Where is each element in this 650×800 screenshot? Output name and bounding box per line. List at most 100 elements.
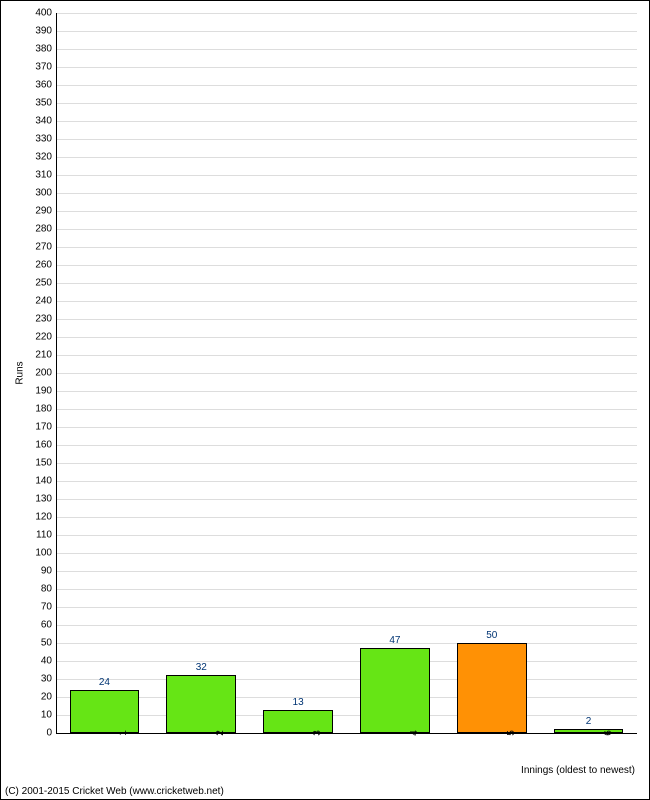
gridline <box>56 445 637 446</box>
gridline <box>56 229 637 230</box>
y-tick-label: 30 <box>41 674 56 685</box>
y-tick-label: 380 <box>35 44 56 55</box>
gridline <box>56 121 637 122</box>
bar-value-label: 24 <box>99 677 110 688</box>
bar <box>70 690 140 733</box>
y-axis-line <box>56 13 57 733</box>
y-tick-label: 340 <box>35 116 56 127</box>
y-tick-label: 40 <box>41 656 56 667</box>
gridline <box>56 535 637 536</box>
y-tick-label: 270 <box>35 242 56 253</box>
gridline <box>56 517 637 518</box>
y-tick-label: 310 <box>35 170 56 181</box>
gridline <box>56 571 637 572</box>
y-tick-label: 50 <box>41 638 56 649</box>
gridline <box>56 157 637 158</box>
y-tick-label: 140 <box>35 476 56 487</box>
y-tick-label: 20 <box>41 692 56 703</box>
y-tick-label: 60 <box>41 620 56 631</box>
y-tick-label: 330 <box>35 134 56 145</box>
y-tick-label: 0 <box>46 728 56 739</box>
gridline <box>56 265 637 266</box>
y-tick-label: 190 <box>35 386 56 397</box>
y-tick-label: 160 <box>35 440 56 451</box>
gridline <box>56 679 637 680</box>
gridline <box>56 409 637 410</box>
gridline <box>56 499 637 500</box>
x-tick-label: 1 <box>104 730 129 736</box>
bar <box>360 648 430 733</box>
y-tick-label: 260 <box>35 260 56 271</box>
bar-value-label: 2 <box>586 716 592 727</box>
gridline <box>56 355 637 356</box>
gridline <box>56 463 637 464</box>
gridline <box>56 661 637 662</box>
gridline <box>56 283 637 284</box>
gridline <box>56 103 637 104</box>
bar-value-label: 50 <box>486 630 497 641</box>
gridline <box>56 607 637 608</box>
bar <box>166 675 236 733</box>
x-tick-label: 2 <box>201 730 226 736</box>
gridline <box>56 211 637 212</box>
gridline <box>56 337 637 338</box>
y-tick-label: 70 <box>41 602 56 613</box>
gridline <box>56 715 637 716</box>
y-tick-label: 130 <box>35 494 56 505</box>
gridline <box>56 373 637 374</box>
gridline <box>56 391 637 392</box>
gridline <box>56 643 637 644</box>
y-tick-label: 120 <box>35 512 56 523</box>
gridline <box>56 49 637 50</box>
x-axis-label: Innings (oldest to newest) <box>521 765 635 776</box>
x-axis-line <box>56 733 637 734</box>
x-tick-label: 3 <box>298 730 323 736</box>
bar-value-label: 13 <box>293 697 304 708</box>
y-tick-label: 370 <box>35 62 56 73</box>
gridline <box>56 427 637 428</box>
bar-value-label: 32 <box>196 662 207 673</box>
y-tick-label: 400 <box>35 8 56 19</box>
y-axis-label: Runs <box>15 361 26 384</box>
x-tick-label: 5 <box>492 730 517 736</box>
y-tick-label: 350 <box>35 98 56 109</box>
y-tick-label: 360 <box>35 80 56 91</box>
y-tick-label: 290 <box>35 206 56 217</box>
x-tick-label: 4 <box>395 730 420 736</box>
y-tick-label: 230 <box>35 314 56 325</box>
gridline <box>56 85 637 86</box>
y-tick-label: 210 <box>35 350 56 361</box>
gridline <box>56 31 637 32</box>
bar-value-label: 47 <box>389 635 400 646</box>
bar <box>457 643 527 733</box>
y-tick-label: 180 <box>35 404 56 415</box>
gridline <box>56 67 637 68</box>
gridline <box>56 247 637 248</box>
y-tick-label: 200 <box>35 368 56 379</box>
y-tick-label: 110 <box>36 530 56 541</box>
gridline <box>56 139 637 140</box>
y-tick-label: 220 <box>35 332 56 343</box>
y-tick-label: 10 <box>41 710 56 721</box>
gridline <box>56 175 637 176</box>
gridline <box>56 301 637 302</box>
gridline <box>56 697 637 698</box>
y-tick-label: 80 <box>41 584 56 595</box>
plot-area: 0102030405060708090100110120130140150160… <box>56 13 637 733</box>
gridline <box>56 193 637 194</box>
y-tick-label: 280 <box>35 224 56 235</box>
y-tick-label: 90 <box>41 566 56 577</box>
y-tick-label: 100 <box>35 548 56 559</box>
y-tick-label: 240 <box>35 296 56 307</box>
copyright-credit: (C) 2001-2015 Cricket Web (www.cricketwe… <box>5 786 224 797</box>
gridline <box>56 625 637 626</box>
gridline <box>56 589 637 590</box>
gridline <box>56 553 637 554</box>
y-tick-label: 320 <box>35 152 56 163</box>
chart-container: 0102030405060708090100110120130140150160… <box>0 0 650 800</box>
y-tick-label: 390 <box>35 26 56 37</box>
x-tick-label: 6 <box>589 730 614 736</box>
y-tick-label: 150 <box>35 458 56 469</box>
gridline <box>56 319 637 320</box>
gridline <box>56 481 637 482</box>
